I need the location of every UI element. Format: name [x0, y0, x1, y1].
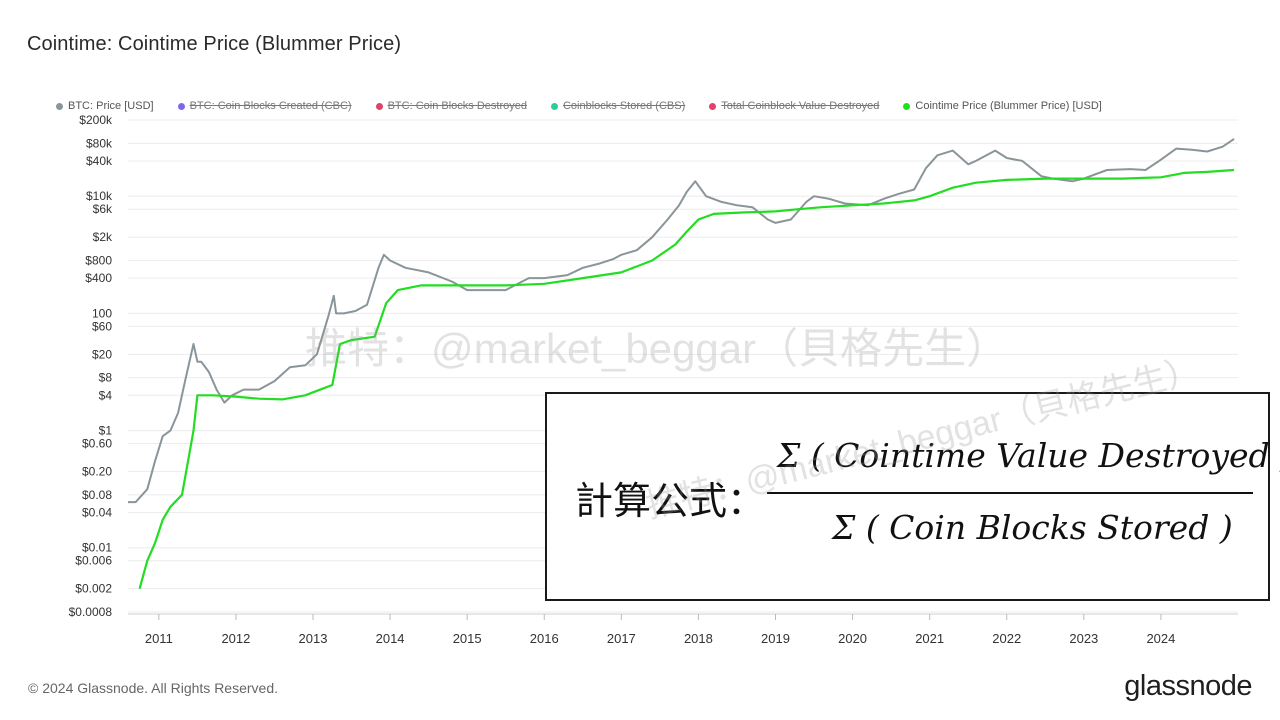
- y-tick-label: $0.20: [82, 465, 112, 479]
- y-tick-label: $0.006: [75, 554, 112, 568]
- legend-label: Coinblocks Stored (CBS): [562, 100, 686, 112]
- x-tick-label: 2019: [761, 631, 790, 646]
- y-tick-label: 100: [92, 306, 112, 320]
- legend-item[interactable]: BTC: Coin Blocks Destroyed: [375, 99, 527, 113]
- legend-label: BTC: Price [USD]: [68, 100, 154, 112]
- y-tick-label: $6k: [93, 202, 113, 216]
- y-tick-label: $400: [85, 271, 112, 285]
- y-tick-label: $0.01: [82, 541, 112, 555]
- legend-item[interactable]: BTC: Coin Blocks Created (CBC): [177, 99, 352, 113]
- y-tick-label: $0.60: [82, 437, 112, 451]
- x-tick-label: 2022: [992, 631, 1021, 646]
- legend-label: Cointime Price (Blummer Price) [USD]: [915, 100, 1102, 112]
- x-tick-label: 2020: [838, 631, 867, 646]
- legend-item[interactable]: Cointime Price (Blummer Price) [USD]: [903, 99, 1102, 113]
- y-tick-label: $4: [99, 388, 113, 402]
- x-tick-label: 2014: [376, 631, 405, 646]
- x-tick-label: 2018: [684, 631, 713, 646]
- y-tick-label: $0.08: [82, 488, 112, 502]
- legend-item[interactable]: BTC: Price [USD]: [56, 99, 154, 113]
- legend-label: BTC: Coin Blocks Destroyed: [387, 100, 527, 112]
- y-tick-label: $20: [92, 347, 112, 361]
- formula-numerator: Σ ( Cointime Value Destroyed ): [777, 436, 1280, 475]
- y-tick-label: $8: [99, 371, 113, 385]
- y-tick-label: $800: [85, 253, 112, 267]
- legend-dot-icon: [550, 102, 558, 110]
- fraction-line: [767, 492, 1253, 494]
- legend-dot-icon: [177, 102, 185, 110]
- y-tick-label: $0.04: [82, 505, 112, 519]
- page-title: Cointime: Cointime Price (Blummer Price): [27, 33, 402, 55]
- x-tick-label: 2021: [915, 631, 944, 646]
- legend-label: BTC: Coin Blocks Created (CBC): [189, 100, 352, 112]
- legend-dot-icon: [903, 102, 911, 110]
- x-tick-label: 2017: [607, 631, 636, 646]
- x-tick-label: 2024: [1146, 631, 1175, 646]
- x-tick-label: 2023: [1069, 631, 1098, 646]
- x-tick-label: 2015: [453, 631, 482, 646]
- legend-item[interactable]: Total Coinblock Value Destroyed: [709, 99, 879, 113]
- y-tick-label: $0.002: [75, 582, 112, 596]
- copyright-footer: © 2024 Glassnode. All Rights Reserved.: [28, 680, 279, 696]
- series-line-cointime-price: [138, 168, 1235, 589]
- brand-logo: glassnode: [1124, 670, 1252, 702]
- formula-box: 計算公式： Σ ( Cointime Value Destroyed ) Σ (…: [545, 392, 1280, 601]
- formula-label: 計算公式：: [575, 479, 766, 523]
- legend-dot-icon: [709, 102, 717, 110]
- legend-dot-icon: [375, 102, 383, 110]
- x-tick-label: 2012: [221, 631, 250, 646]
- formula-denominator: Σ ( Coin Blocks Stored ): [832, 508, 1233, 547]
- y-tick-label: $0.0008: [69, 605, 113, 619]
- chart-legend: BTC: Price [USD] BTC: Coin Blocks Created…: [56, 99, 1126, 113]
- y-tick-label: $60: [92, 319, 112, 333]
- y-tick-label: $40k: [86, 154, 113, 168]
- x-tick-label: 2011: [145, 631, 173, 646]
- y-tick-label: $10k: [86, 189, 113, 203]
- legend-dot-icon: [56, 102, 63, 110]
- y-tick-label: $80k: [86, 136, 113, 150]
- x-tick-label: 2013: [299, 631, 328, 646]
- legend-label: Total Coinblock Value Destroyed: [721, 100, 880, 112]
- x-tick-label: 2016: [530, 631, 559, 646]
- y-tick-label: $1: [99, 424, 113, 438]
- y-tick-label: $2k: [93, 230, 113, 244]
- y-tick-label: $200k: [79, 113, 113, 127]
- legend-item[interactable]: Coinblocks Stored (CBS): [550, 99, 686, 113]
